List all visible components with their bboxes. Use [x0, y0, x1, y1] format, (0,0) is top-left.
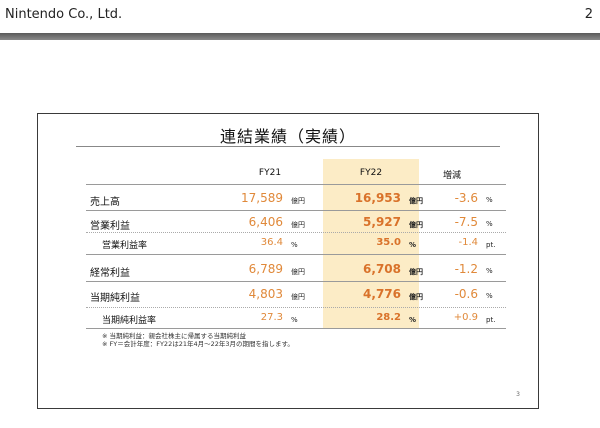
column-header-fy22: FY22 — [359, 168, 383, 178]
slide-title: 連結業績（実績） — [219, 127, 356, 146]
fy22-unit: 億円 — [409, 268, 423, 276]
change-value: -0.6 — [454, 287, 478, 301]
fy22-value: 4,776 — [363, 287, 401, 301]
row-label: 営業利益 — [90, 221, 130, 232]
fy21-value: 36.4 — [260, 237, 283, 248]
fy22-unit: 億円 — [409, 293, 423, 301]
change-value: -3.6 — [454, 191, 478, 205]
column-header-fy21: FY21 — [258, 168, 282, 178]
row-label: 営業利益率 — [102, 241, 148, 251]
table-bottom-rule — [86, 328, 506, 329]
slide-number: 3 — [516, 391, 520, 398]
fy21-value: 4,803 — [248, 287, 283, 301]
fy22-value: 16,953 — [354, 191, 401, 205]
fy21-value: 6,406 — [248, 215, 283, 229]
fy22-unit: 億円 — [409, 197, 423, 205]
row-label: 当期純利益 — [90, 293, 140, 304]
fy21-value: 17,589 — [241, 191, 283, 205]
row-label: 売上高 — [90, 197, 120, 208]
row-rule — [86, 254, 506, 255]
change-value: -7.5 — [454, 215, 478, 229]
row-rule-dotted — [86, 307, 506, 308]
footnote: ※ FY＝会計年度：FY22は21年4月～22年3月の期間を指します。 — [102, 340, 294, 348]
change-unit: pt. — [486, 316, 496, 324]
fy21-unit: 億円 — [291, 221, 305, 229]
change-unit: % — [486, 292, 493, 300]
fy22-highlight — [323, 159, 419, 328]
change-unit: % — [486, 196, 493, 204]
change-value: -1.2 — [454, 262, 478, 276]
fy21-value: 27.3 — [260, 312, 283, 323]
change-value: +0.9 — [453, 312, 478, 323]
fy21-unit: 億円 — [291, 268, 305, 276]
row-label: 経常利益 — [90, 268, 130, 279]
header-bar — [0, 33, 600, 40]
row-rule — [86, 281, 506, 282]
change-unit: pt. — [486, 241, 496, 249]
fy22-unit: % — [409, 241, 417, 249]
row-label: 当期純利益率 — [102, 316, 157, 326]
fy21-value: 6,789 — [248, 262, 283, 276]
title-rule — [76, 146, 500, 147]
row-rule — [86, 210, 506, 211]
header-rule — [86, 184, 506, 185]
fy22-value: 35.0 — [376, 237, 401, 248]
fy21-unit: % — [291, 316, 298, 324]
footnote: ※ 当期純利益：親会社株主に帰属する当期純利益 — [102, 332, 247, 340]
column-header-change: 増減 — [442, 171, 461, 181]
change-unit: % — [486, 267, 493, 275]
page-number: 2 — [584, 7, 593, 22]
change-unit: % — [486, 220, 493, 228]
fy21-unit: % — [291, 241, 298, 249]
fy22-value: 6,708 — [363, 262, 401, 276]
fy22-value: 5,927 — [363, 215, 401, 229]
slide-frame: 連結業績（実績） FY21 FY22 増減 売上高 17,589 億円 16,9… — [37, 113, 539, 409]
fy22-unit: % — [409, 316, 417, 324]
company-name: Nintendo Co., Ltd. — [5, 7, 123, 22]
fy21-unit: 億円 — [291, 293, 305, 301]
fy22-value: 28.2 — [376, 312, 401, 323]
page-header: Nintendo Co., Ltd. 2 — [0, 0, 600, 40]
row-rule-dotted — [86, 232, 506, 233]
fy21-unit: 億円 — [291, 197, 305, 205]
change-value: -1.4 — [458, 237, 478, 248]
fy22-unit: 億円 — [409, 221, 423, 229]
